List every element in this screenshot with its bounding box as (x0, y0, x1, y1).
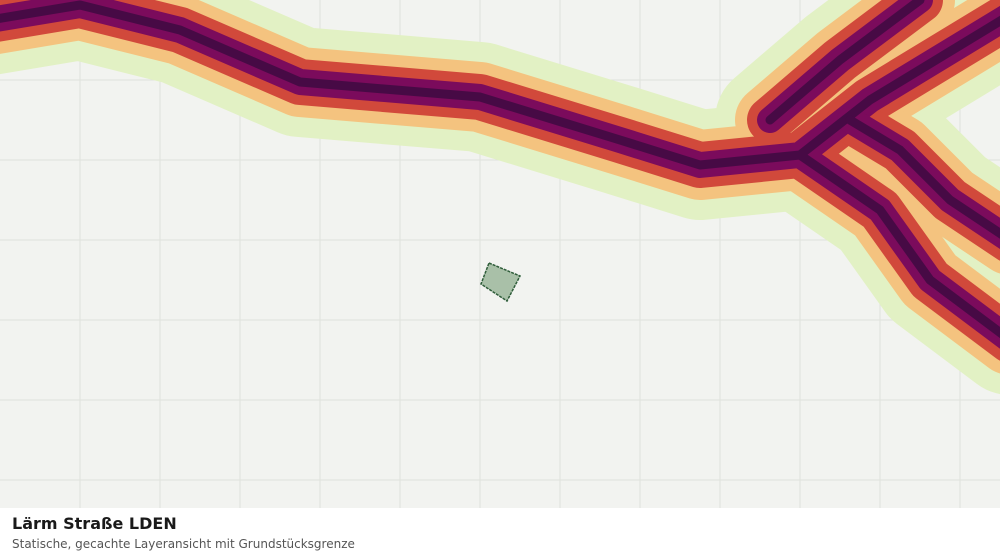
caption: Lärm Straße LDEN Statische, gecachte Lay… (0, 508, 1000, 560)
parcel-boundary[interactable] (480, 262, 522, 303)
map-subtitle: Statische, gecachte Layeransicht mit Gru… (12, 537, 355, 551)
map (0, 0, 1000, 508)
map-title: Lärm Straße LDEN (12, 514, 177, 533)
